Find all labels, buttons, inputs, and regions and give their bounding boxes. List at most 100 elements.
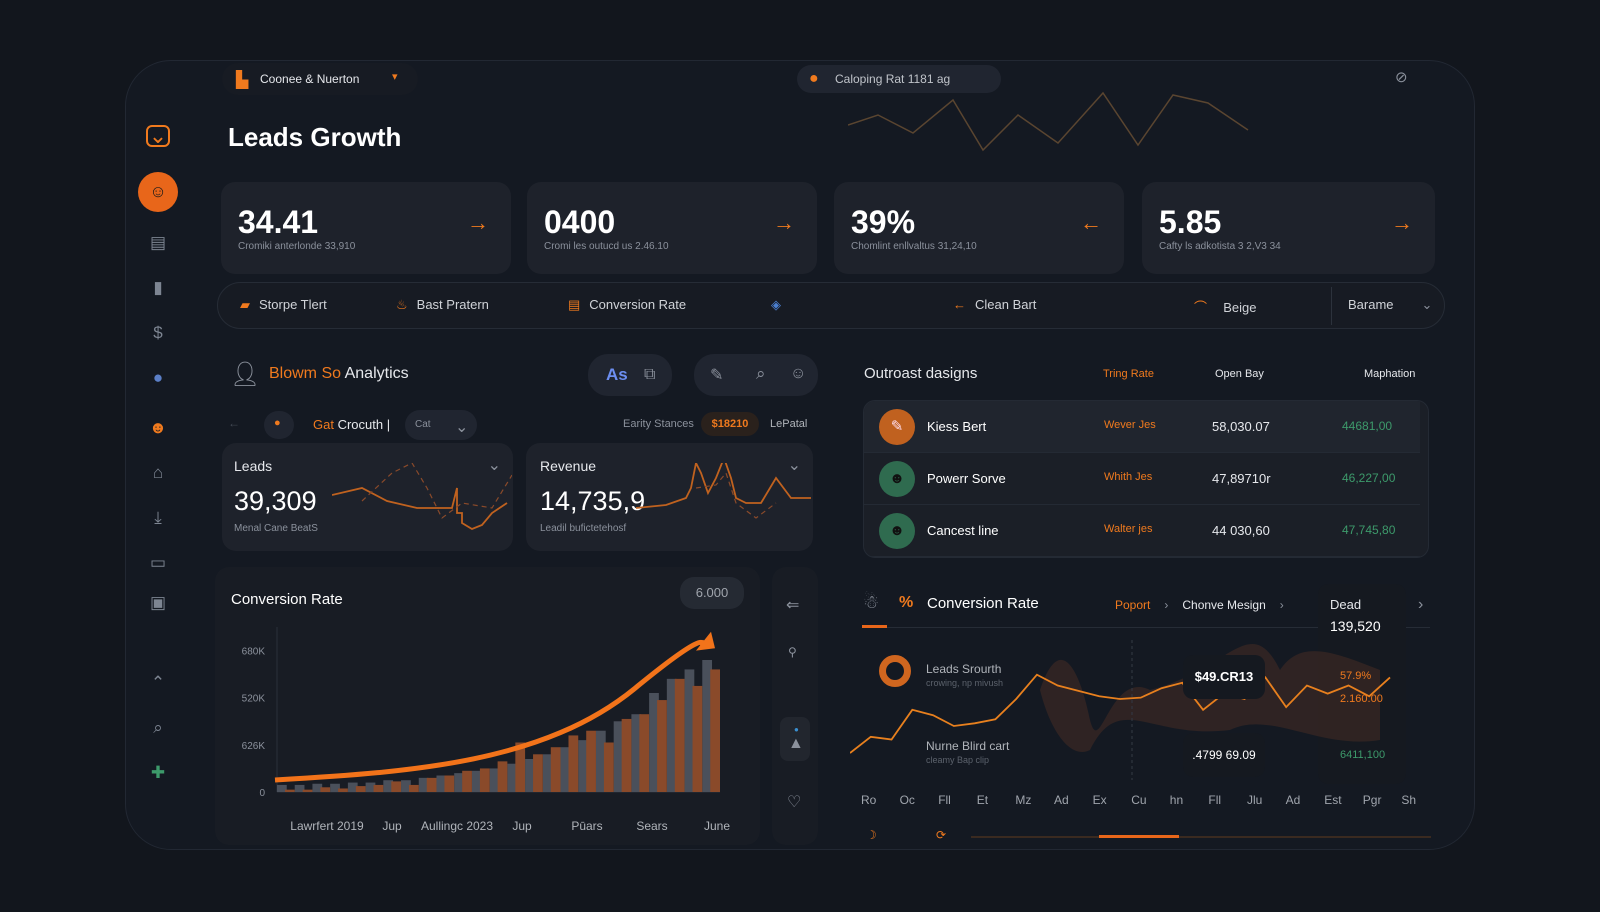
kpi-card[interactable]: 5.85 Cafty ls adkotista 3 2,V3 34 →	[1142, 182, 1435, 274]
dollar-icon[interactable]: $	[153, 323, 163, 342]
arrow-left-icon: ←	[953, 297, 966, 312]
edit-icon[interactable]: ✎	[710, 367, 724, 384]
sidebar: ⌄ ☺ ▤ ▮ $ ● ☻ ⌂ ⤓ ▭ ▣ ⌃ ⌕ ✚	[125, 100, 191, 840]
breadcrumb-item[interactable]: Chonve Mesign	[1182, 598, 1266, 612]
filter-item[interactable]: ⌒ Beige	[1194, 297, 1257, 316]
logo-icon: ⌄	[146, 125, 170, 147]
growth-tab[interactable]: Gat Crocuth |	[313, 417, 391, 432]
folder-icon[interactable]: ▣	[149, 593, 167, 612]
moon-icon: ☽	[866, 828, 877, 842]
timeline-slider[interactable]	[971, 835, 1431, 838]
arrow-right-icon[interactable]: →	[773, 210, 795, 235]
box-icon[interactable]: ⌂	[152, 463, 164, 482]
view-toggle: As ⧉	[588, 354, 672, 396]
chevron-right-icon[interactable]: ›	[1418, 596, 1424, 613]
kpi-card[interactable]: 0400 Cromi les outucd us 2.46.10 →	[527, 182, 817, 274]
filter-item[interactable]: ← Clean Bart	[953, 297, 1036, 312]
filter-item[interactable]: ▰ Storpe Tlert	[240, 297, 327, 313]
pin-icon[interactable]: ⚲	[788, 645, 797, 659]
x-tick-label: hn	[1169, 793, 1184, 807]
column-header[interactable]: Open Bay	[1215, 368, 1264, 380]
arrow-left-icon[interactable]: ←	[1080, 210, 1102, 235]
arrow-right-icon[interactable]: →	[1391, 210, 1413, 235]
home-icon[interactable]: ☺	[138, 172, 178, 212]
bar	[515, 742, 526, 792]
slider-thumb[interactable]	[1099, 835, 1179, 838]
status-text: Caloping Rat 1181 ag	[835, 72, 951, 86]
divider	[887, 627, 1430, 628]
table-row[interactable]: ☻ Cancest line Walter jes 44 030,60 47,745,8…	[864, 505, 1420, 557]
bar	[603, 742, 614, 792]
row-name: Powerr Sorve	[927, 471, 1006, 486]
column-header[interactable]: Maphation	[1364, 368, 1416, 380]
notification-icon[interactable]: ●	[152, 368, 164, 387]
activity-icon[interactable]: ⌃	[150, 673, 166, 692]
filter-label: Beige	[1223, 300, 1257, 315]
leads-card[interactable]: Leads ⌄ 39,309 Menal Cane BeatS	[222, 443, 513, 551]
back-icon[interactable]: ⇐	[786, 597, 800, 614]
refresh-icon[interactable]: ⟳	[936, 828, 947, 842]
table-row[interactable]: ✎ Kiess Bert Wever Jes 58,030.07 44681,00	[864, 401, 1420, 453]
chart-badge[interactable]: 6.000	[680, 577, 744, 609]
analytics-title: Blowm So Analytics	[269, 365, 409, 383]
back-arrow-icon[interactable]: ←	[228, 416, 240, 430]
search-icon[interactable]: ⌕	[756, 364, 766, 383]
green-value: 6411,100	[1340, 749, 1386, 761]
kpi-card[interactable]: 39% Chomlint enllvaltus 31,24,10 ←	[834, 182, 1124, 274]
flame-icon: ●	[274, 417, 281, 429]
table-row[interactable]: ☻ Powerr Sorve Whith Jes 47,89710r 46,227,00	[864, 453, 1420, 505]
filter-select[interactable]: Barame ⌄	[1348, 297, 1432, 313]
settings-icon[interactable]: ⊘	[1395, 69, 1408, 86]
chevron-down-icon[interactable]: ⌄	[487, 457, 501, 474]
chart-title: Conversion Rate	[231, 591, 343, 608]
kpi-card[interactable]: 34.41 Cromiki anterlonde 33,910 →	[221, 182, 511, 274]
diamond-icon[interactable]: ♡	[787, 794, 802, 811]
avatar: ✎	[879, 409, 915, 445]
layers-button[interactable]: ▲ ●	[780, 717, 810, 761]
column-header[interactable]: Tring Rate	[1103, 368, 1154, 380]
y-tick-label: 626K	[242, 741, 266, 752]
text-style-button[interactable]: As	[606, 365, 628, 384]
filter-label: Storpe Tlert	[259, 297, 327, 312]
chart-icon[interactable]: ▤	[149, 233, 167, 252]
card-value: 39,309	[234, 486, 317, 516]
filter-item[interactable]: ▤ Conversion Rate	[568, 297, 686, 313]
x-tick-label: June	[704, 819, 730, 833]
user-icon[interactable]: ☻	[149, 418, 167, 437]
download-icon[interactable]: ⤓	[154, 508, 162, 527]
bar	[409, 784, 419, 792]
bar	[674, 678, 685, 792]
workspace-selector[interactable]: ▙ Coonee & Nuerton ▾	[222, 63, 418, 95]
smiley-icon[interactable]: ☺	[790, 365, 807, 382]
search-icon[interactable]: ⌕	[153, 718, 163, 737]
x-tick-label: Ro	[861, 793, 877, 807]
period-select[interactable]: Cat ⌄	[405, 410, 477, 440]
copy-icon[interactable]: ⧉	[644, 366, 656, 383]
background-sparkline	[848, 91, 1249, 152]
flame-button[interactable]: ●	[264, 411, 294, 439]
filter-item[interactable]: ♨ Bast Pratern	[396, 297, 489, 313]
legend-title: Nurne Blird cart	[926, 739, 1010, 753]
bar	[578, 740, 588, 792]
chevron-down-icon[interactable]: ⌄	[787, 457, 801, 474]
monitor-icon[interactable]: ▭	[149, 553, 167, 572]
palette-icon[interactable]: ◈	[771, 297, 781, 312]
flame-icon: ♨	[396, 297, 408, 312]
breadcrumb-item[interactable]: Poport	[1115, 598, 1151, 612]
bar	[550, 747, 561, 792]
bar-chart-icon[interactable]: ▮	[153, 278, 163, 297]
y-tick-label: 520K	[242, 694, 266, 705]
revenue-card[interactable]: Revenue ⌄ 14,735,9 Leadil bufictetehosf	[526, 443, 813, 551]
status-pill[interactable]: ● Caloping Rat 1181 ag	[797, 65, 1001, 93]
x-tick-label: Sh	[1401, 793, 1417, 807]
revenue-sparkline	[636, 463, 811, 519]
x-tick-label: Cu	[1131, 793, 1147, 807]
arrow-right-icon[interactable]: →	[467, 210, 489, 235]
trend-arrow	[274, 639, 708, 783]
bar	[497, 761, 508, 792]
add-icon[interactable]: ✚	[150, 763, 166, 782]
chart-toolbar: ⇐ ⚲ ▲ ● ♡	[772, 567, 818, 845]
bar	[426, 777, 437, 792]
bar	[684, 669, 695, 792]
filter-label: Bast Pratern	[416, 297, 489, 312]
